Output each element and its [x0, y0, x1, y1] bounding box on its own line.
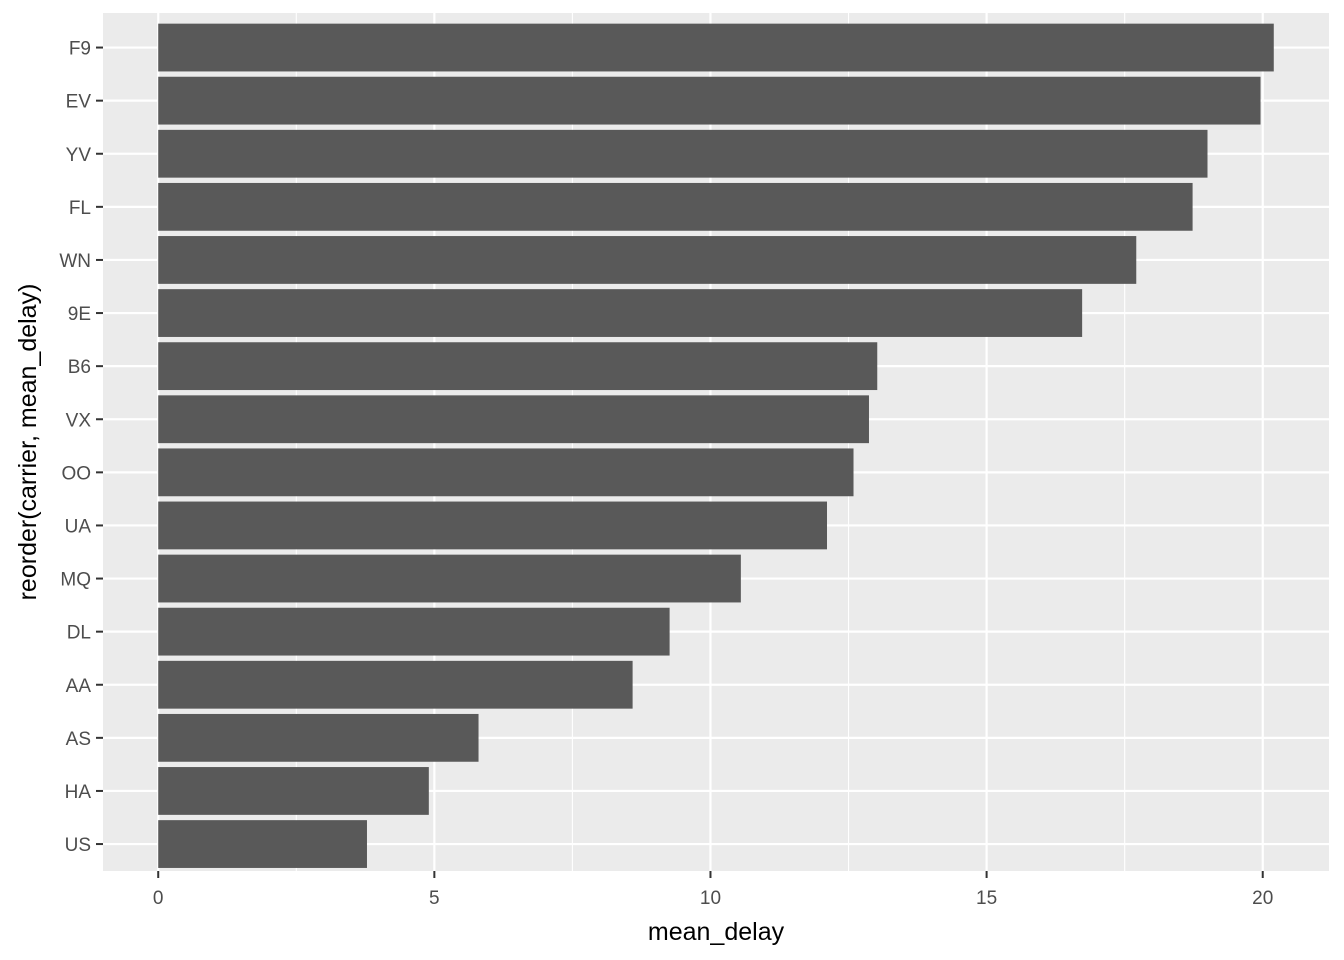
y-tick-label: VX [66, 410, 92, 431]
bar-us [158, 820, 367, 868]
bar-b6 [158, 342, 878, 391]
y-tick-label: F9 [69, 39, 91, 60]
bar-9e [158, 289, 1083, 337]
bar-aa [158, 660, 633, 709]
x-tick-label: 15 [976, 888, 997, 909]
y-axis-title: reorder(carrier, mean_delay) [14, 284, 42, 601]
bar-fl [158, 182, 1193, 231]
x-tick-label: 5 [429, 888, 440, 909]
y-tick-label: MQ [60, 570, 91, 591]
bar-oo [158, 448, 854, 497]
y-tick-label: AS [66, 729, 91, 750]
bar-as [158, 713, 479, 762]
bar-mq [158, 554, 741, 603]
y-tick-label: OO [61, 463, 91, 484]
y-tick-label: HA [65, 782, 92, 803]
bar-wn [158, 236, 1137, 284]
x-axis: 0 5 10 15 20 [153, 871, 1273, 909]
bar-ha [158, 767, 429, 815]
y-tick-label: 9E [68, 304, 91, 325]
bar-ev [158, 76, 1261, 125]
y-tick-label: B6 [68, 357, 91, 378]
bar-vx [158, 395, 869, 444]
x-axis-title: mean_delay [648, 918, 785, 946]
bar-yv [158, 129, 1208, 178]
y-tick-label: YV [66, 145, 92, 166]
bar-dl [158, 607, 670, 656]
y-tick-label: WN [59, 251, 91, 272]
y-tick-label: EV [66, 92, 92, 113]
y-tick-label: UA [65, 516, 92, 537]
y-tick-label: US [65, 835, 91, 856]
y-tick-label: DL [67, 623, 91, 644]
bar-ua [158, 501, 828, 550]
x-tick-label: 10 [700, 888, 721, 909]
x-tick-label: 0 [153, 888, 164, 909]
x-tick-label: 20 [1252, 888, 1273, 909]
y-tick-label: AA [66, 676, 92, 697]
y-axis: F9 EV YV FL WN 9E B6 VX OO UA MQ DL AA AS HA US [59, 39, 103, 856]
bar-f9 [158, 23, 1274, 72]
y-tick-label: FL [69, 198, 91, 219]
bars [158, 23, 1274, 868]
